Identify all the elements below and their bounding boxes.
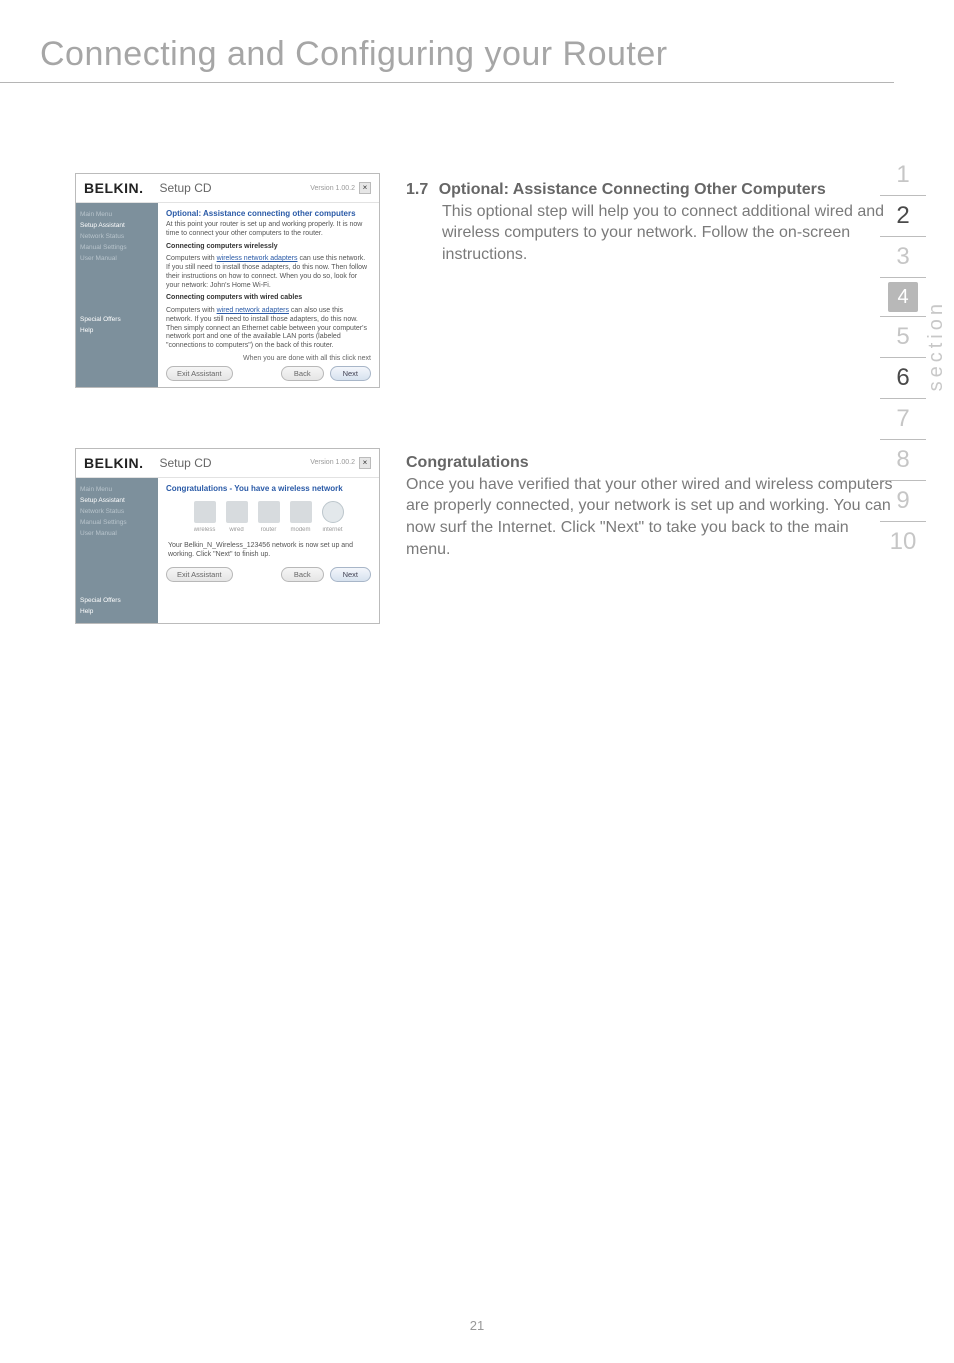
subhead: Connecting computers wirelessly [166,243,278,250]
sidebar-item[interactable]: Main Menu [80,209,154,220]
cap: router [258,527,280,533]
congrats-heading: Congratulations [406,454,894,472]
next-button[interactable]: Next [330,366,371,381]
page-number: 21 [0,1318,954,1333]
text-block-2: Congratulations Once you have verified t… [406,448,894,624]
congrats-body: Once you have verified that your other w… [406,474,894,560]
wired-icon [226,501,248,523]
row-2: BELKIN. Setup CD Version 1.00.2 × Main M… [75,448,894,624]
back-button[interactable]: Back [281,567,324,582]
sidebar-item[interactable]: Manual Settings [80,517,154,528]
blue-head: Optional: Assistance connecting other co… [166,209,371,218]
cap: internet [322,527,344,533]
cap: wireless [194,527,216,533]
nav-2[interactable]: 2 [878,196,928,236]
sidebar-item[interactable]: Special Offers [80,314,154,325]
sidebar-item[interactable]: Setup Assistant [80,220,154,231]
sidebar-item[interactable]: User Manual [80,528,154,539]
setup-label: Setup CD [160,456,212,470]
section-body: This optional step will help you to conn… [442,201,894,266]
section-heading: Optional: Assistance Connecting Other Co… [439,181,826,198]
sidebar-item[interactable]: Manual Settings [80,242,154,253]
text-block-1: 1.7 Optional: Assistance Connecting Othe… [406,173,894,388]
footnote: When you are done with all this click ne… [166,355,371,362]
sidebar-item[interactable]: Help [80,606,154,617]
subhead: Connecting computers with wired cables [166,294,302,301]
close-icon[interactable]: × [359,457,371,469]
nav-10[interactable]: 10 [878,522,928,562]
para: Computers with wired network adapters ca… [166,307,371,351]
note: Your Belkin_N_Wireless_123456 network is… [168,541,369,559]
sidebar-item[interactable]: Help [80,325,154,336]
cap: modem [290,527,312,533]
ss-main: Congratulations - You have a wireless ne… [158,478,379,623]
sidebar-item[interactable]: Network Status [80,506,154,517]
nav-9[interactable]: 9 [878,481,928,521]
router-icon [258,501,280,523]
nav-6[interactable]: 6 [878,358,928,398]
row-1: BELKIN. Setup CD Version 1.00.2 × Main M… [75,173,894,388]
icon-row [166,501,371,523]
version: Version 1.00.2 [310,459,355,466]
screenshot-1: BELKIN. Setup CD Version 1.00.2 × Main M… [75,173,380,388]
nav-3[interactable]: 3 [878,237,928,277]
version: Version 1.00.2 [310,185,355,192]
back-button[interactable]: Back [281,366,324,381]
next-button[interactable]: Next [330,567,371,582]
modem-icon [290,501,312,523]
section-nav: 1 2 3 4 5 6 7 8 9 10 [878,155,928,562]
ss-main: Optional: Assistance connecting other co… [158,203,379,387]
nav-7[interactable]: 7 [878,399,928,439]
wireless-adapters-link[interactable]: wireless network adapters [217,255,298,262]
para: Computers with wireless network adapters… [166,255,371,290]
exit-assistant-button[interactable]: Exit Assistant [166,366,233,381]
sidebar-item[interactable]: Network Status [80,231,154,242]
section-num: 1.7 [406,181,428,199]
screenshot-2: BELKIN. Setup CD Version 1.00.2 × Main M… [75,448,380,624]
nav-5[interactable]: 5 [878,317,928,357]
wired-adapters-link[interactable]: wired network adapters [217,307,289,314]
para: At this point your router is set up and … [166,221,371,239]
brand: BELKIN. [84,455,144,471]
internet-icon [322,501,344,523]
content-wrap: BELKIN. Setup CD Version 1.00.2 × Main M… [0,83,954,624]
nav-4-active[interactable]: 4 [888,282,918,312]
sidebar-item[interactable]: User Manual [80,253,154,264]
sidebar: Main Menu Setup Assistant Network Status… [76,203,158,387]
exit-assistant-button[interactable]: Exit Assistant [166,567,233,582]
sidebar-item[interactable]: Main Menu [80,484,154,495]
nav-8[interactable]: 8 [878,440,928,480]
nav-1[interactable]: 1 [878,155,928,195]
sidebar-item[interactable]: Special Offers [80,595,154,606]
sidebar: Main Menu Setup Assistant Network Status… [76,478,158,623]
setup-label: Setup CD [160,181,212,195]
blue-head: Congratulations - You have a wireless ne… [166,484,371,493]
sidebar-item[interactable]: Setup Assistant [80,495,154,506]
section-label: section [925,300,948,391]
brand: BELKIN. [84,180,144,196]
wireless-icon [194,501,216,523]
page-title: Connecting and Configuring your Router [0,0,954,82]
cap: wired [226,527,248,533]
close-icon[interactable]: × [359,182,371,194]
